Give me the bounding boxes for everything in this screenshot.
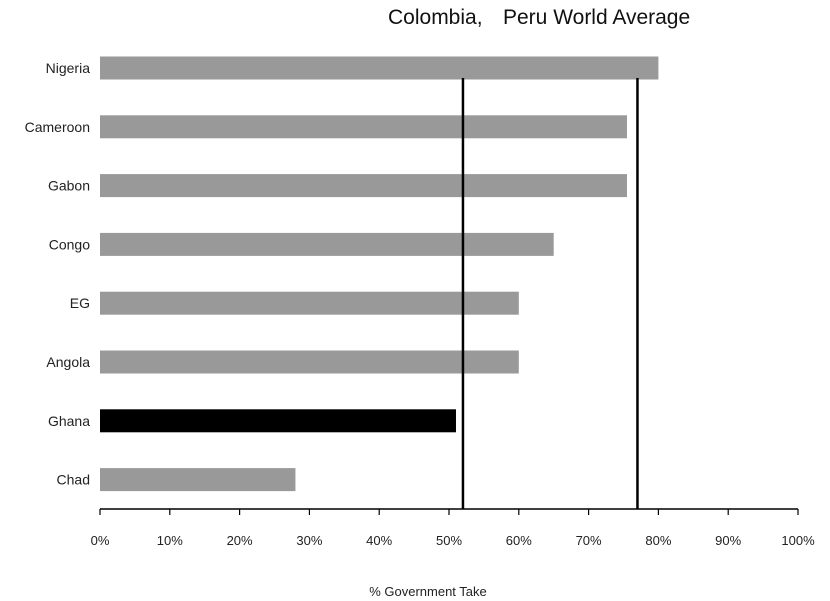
reference-label-peru-world-average: Peru World Average (503, 6, 691, 29)
category-label-angola: Angola (46, 354, 90, 370)
x-tick-label: 10% (157, 533, 183, 548)
bar-congo (100, 232, 554, 256)
category-label-cameroon: Cameroon (25, 119, 90, 135)
category-label-eg: EG (70, 295, 90, 311)
category-label-congo: Congo (49, 236, 90, 252)
x-tick-label: 30% (296, 533, 322, 548)
x-tick-label: 40% (366, 533, 392, 548)
x-tick-label: 60% (506, 533, 532, 548)
bar-gabon (100, 174, 627, 198)
x-tick-label: 20% (227, 533, 253, 548)
x-axis-label: % Government Take (369, 584, 487, 599)
bar-ghana (100, 409, 456, 433)
bar-nigeria (100, 56, 659, 80)
x-tick-label: 50% (436, 533, 462, 548)
x-tick-label: 80% (645, 533, 671, 548)
x-tick-label: 70% (576, 533, 602, 548)
bar-cameroon (100, 115, 627, 139)
bar-angola (100, 350, 519, 374)
category-label-nigeria: Nigeria (46, 60, 91, 76)
bar-eg (100, 291, 519, 315)
reference-label-colombia: Colombia, (388, 6, 483, 29)
category-label-gabon: Gabon (48, 178, 90, 194)
bar-chad (100, 468, 296, 492)
category-label-chad: Chad (57, 472, 90, 488)
x-tick-label: 100% (781, 533, 815, 548)
x-tick-label: 90% (715, 533, 741, 548)
category-label-ghana: Ghana (48, 413, 90, 429)
x-tick-label: 0% (91, 533, 110, 548)
